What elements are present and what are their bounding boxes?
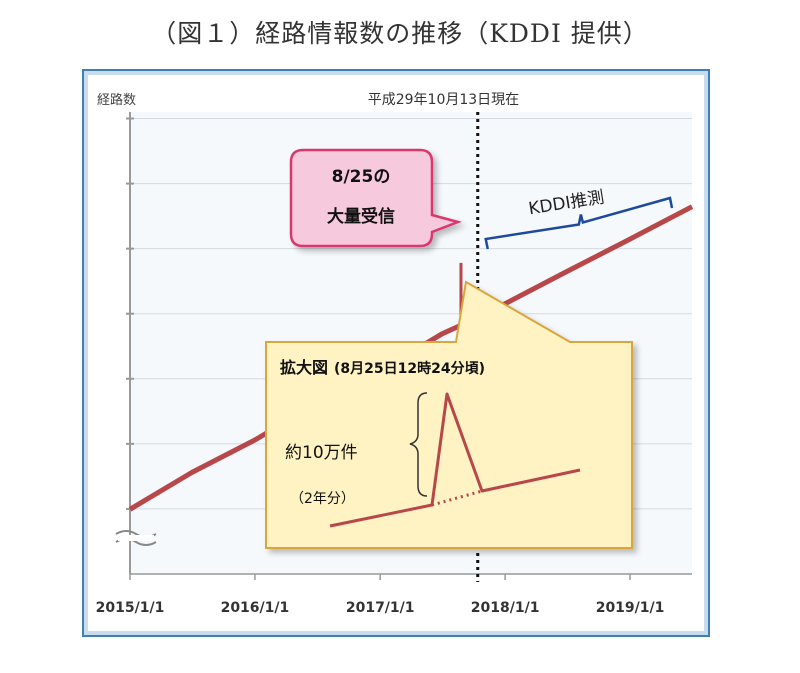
inset-spike-label: 約10万件 — [285, 443, 358, 463]
inset-baseline-dotted — [431, 489, 483, 507]
spike-callout-line2: 大量受信 — [327, 206, 395, 227]
axis-break-gap — [118, 535, 154, 541]
inset-spike-line — [329, 392, 581, 528]
x-tick-label: 2018/1/1 — [471, 600, 540, 616]
inset-note: （2年分） — [290, 491, 355, 507]
inset-box — [265, 280, 633, 549]
current-date-label: 平成29年10月13日現在 — [368, 92, 519, 108]
x-tick-label: 2017/1/1 — [346, 600, 415, 616]
x-tick-label: 2019/1/1 — [596, 600, 665, 616]
spike-callout — [289, 148, 463, 248]
x-tick-labels: 2015/1/1 2016/1/1 2017/1/1 2018/1/1 2019/1/1 — [96, 574, 665, 616]
x-tick-label: 2015/1/1 — [96, 600, 165, 616]
x-tick-label: 2016/1/1 — [221, 600, 290, 616]
spike-callout-line1: 8/25の — [332, 167, 391, 187]
figure-title: （図１）経路情報数の推移（KDDI 提供） — [151, 19, 649, 48]
inset-title: 拡大図 (8月25日12時24分頃) — [280, 358, 485, 377]
inset-brace — [409, 392, 428, 497]
forecast-brace — [484, 196, 674, 250]
y-axis-label: 経路数 — [97, 92, 136, 108]
chart-frame-inner — [84, 71, 708, 635]
